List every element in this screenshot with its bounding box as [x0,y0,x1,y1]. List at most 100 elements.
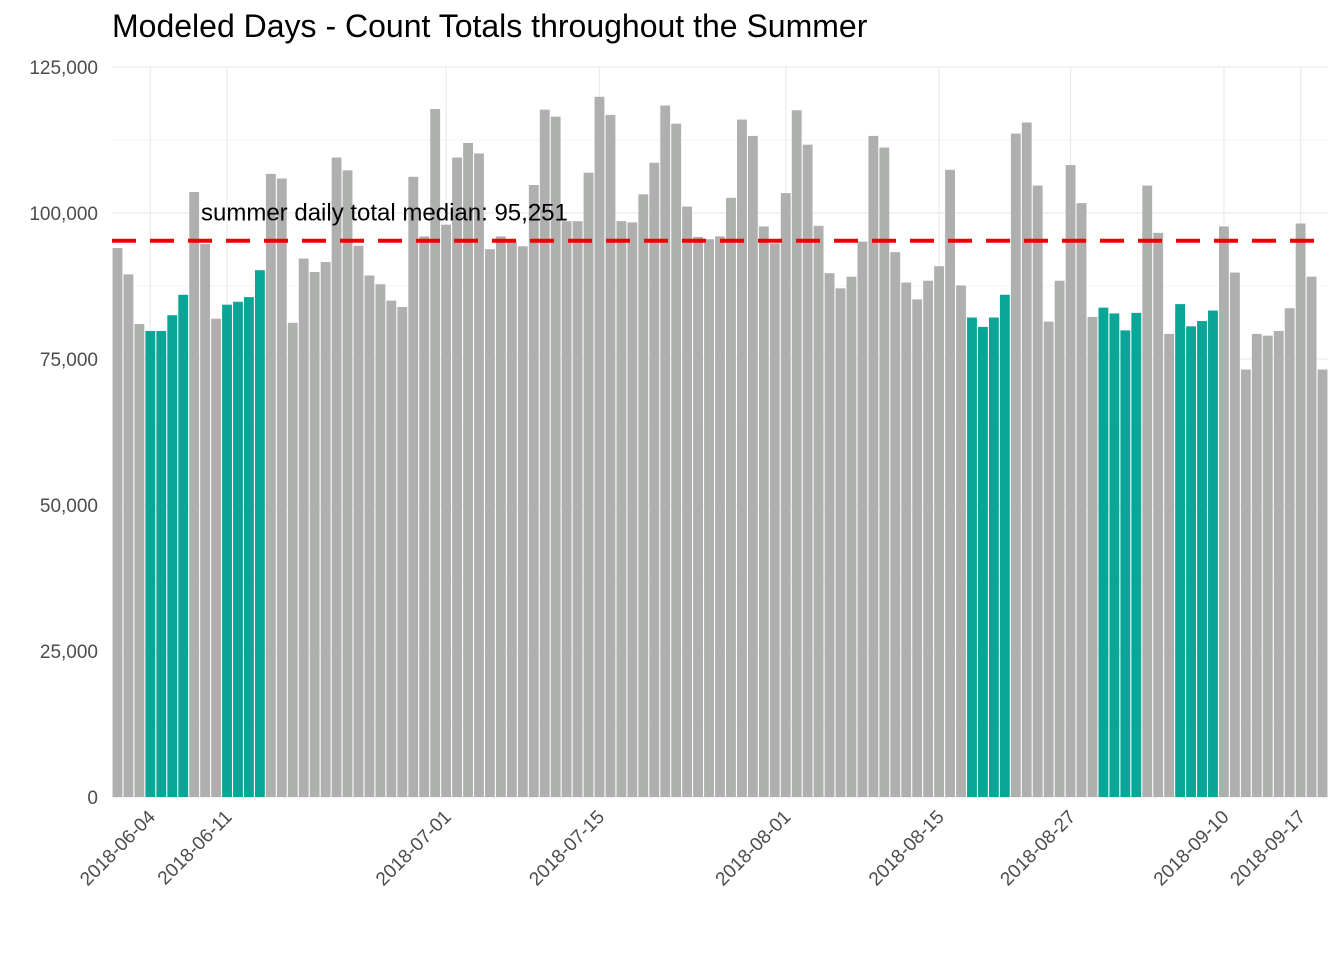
bar [791,110,802,797]
bar [901,282,912,798]
bar [506,241,517,798]
y-tick-label: 50,000 [40,496,98,517]
bar [802,144,813,797]
bar [331,157,342,797]
bar-modeled [1197,321,1207,797]
bar-modeled [1186,326,1196,797]
bar [539,109,550,797]
bar [1273,330,1284,797]
bar [1262,335,1273,797]
bar [769,243,780,798]
bar [441,224,452,797]
y-axis: 0 25,000 50,000 75,000 100,000 125,000 [29,58,98,809]
bar [1032,185,1043,797]
bar [342,170,353,798]
bar [715,236,725,798]
bar [1054,280,1065,797]
bar [528,184,539,797]
bar [1317,369,1328,797]
x-tick-label: 2018-09-17 [1227,807,1311,891]
bar [824,273,835,798]
bar [463,142,473,798]
bar [1251,333,1262,797]
bar [517,246,528,798]
bar [583,172,594,798]
bar [890,252,901,798]
bar [1306,276,1317,797]
bar [594,96,605,797]
x-tick-label: 2018-08-15 [865,807,949,891]
bar-modeled [967,317,977,797]
bar [397,307,408,797]
bar [780,193,791,798]
y-tick-label: 75,000 [40,350,98,371]
bar [1076,203,1087,797]
x-tick-label: 2018-08-01 [712,807,796,891]
bar [408,176,419,798]
bar [200,243,211,797]
bar [211,318,222,797]
bar [485,249,495,797]
median-annotation: summer daily total median: 95,251 [201,200,568,227]
bar [758,226,769,797]
bar [561,221,572,797]
bar-modeled [145,330,156,797]
bar [276,178,287,797]
bar [1142,185,1153,797]
bar [736,119,747,797]
bar-modeled [254,270,265,797]
bar [1065,165,1076,797]
bar [726,197,736,798]
bar [298,258,309,797]
bar [934,266,945,797]
bar [649,162,660,797]
bar [320,262,331,797]
bar [550,116,561,797]
x-tick-label: 2018-06-11 [154,807,237,890]
bar [1043,321,1054,797]
bar [627,222,638,797]
bar [364,275,375,797]
bar [605,114,616,797]
bar-modeled [167,315,178,797]
bar-modeled [233,301,243,797]
bar [1218,226,1229,797]
bar [868,135,879,798]
bar-modeled [178,294,189,797]
y-tick-label: 25,000 [40,642,98,663]
bar [353,245,364,798]
bar [419,236,430,798]
bar [1021,122,1032,798]
bar [189,191,200,797]
bar [375,284,386,797]
bar-modeled [244,297,254,797]
y-tick-label: 0 [87,788,98,809]
bar [813,225,824,797]
bars [112,96,1328,798]
bar-modeled [156,330,167,797]
x-tick-label: 2018-08-27 [997,807,1081,891]
bar [452,157,463,797]
bar-modeled [999,294,1010,797]
bar-modeled [1120,330,1131,797]
bar [616,221,627,797]
bar [1153,232,1164,797]
bar [1284,308,1295,797]
bar-modeled [222,304,232,797]
bar [474,153,484,797]
y-tick-label: 100,000 [29,204,98,225]
x-tick-label: 2018-07-01 [372,807,456,891]
bar [1087,316,1098,797]
bar [747,135,758,798]
bar-modeled [988,317,999,797]
bar-modeled [1208,310,1218,797]
y-tick-label: 125,000 [29,58,98,79]
bar [495,236,506,798]
bar [1010,133,1021,798]
bar [638,194,649,797]
bar-modeled [1098,307,1109,797]
bar-modeled [1109,313,1120,797]
bar [846,276,857,797]
